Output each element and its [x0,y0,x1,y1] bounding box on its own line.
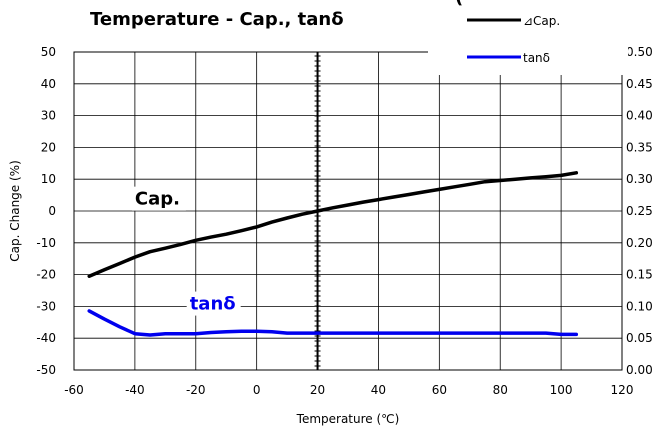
legend: ⊿Cap. tanδ [428,7,628,75]
y-tick-label: -10 [36,236,56,250]
x-tick-label: 100 [550,383,573,397]
y-tick-label: 0 [48,204,56,218]
annotation-background [131,186,186,211]
y-tick-label: -50 [36,363,56,377]
annotation-layer: Cap. tanδ [131,186,241,316]
chart-title-group: Temperature - Cap., tanδ ( [90,0,463,30]
x-tick-label: -20 [186,383,206,397]
y2-tick-label: 0.40 [626,109,653,123]
x-tick-label: -60 [64,383,84,397]
series-line-cap [87,171,579,278]
y2-tick-label: 0.15 [626,268,653,282]
y2-tick-label: 0.20 [626,236,653,250]
y-tick-label: 30 [41,109,56,123]
y-axis-label: Cap. Change (%) [8,160,22,262]
x-tick-label: -40 [125,383,145,397]
x-tick-label: 80 [493,383,508,397]
x-tick-label: 120 [611,383,634,397]
legend-label-tan: tanδ [523,51,550,65]
x-axis-label: Temperature (℃) [296,412,400,426]
y-tick-label: -30 [36,299,56,313]
y-tick-label: 50 [41,45,56,59]
y-tick-label: 10 [41,172,56,186]
x-tick-label: 0 [253,383,261,397]
y2-tick-label: 0.10 [626,299,653,313]
series-line-tan [87,309,579,337]
y2-tick-label: 0.50 [626,45,653,59]
annotation-tan: tanδ [190,294,236,315]
y-tick-label: 20 [41,140,56,154]
series-layer [87,171,579,337]
horizontal-gridlines [74,51,622,371]
y-tick-label: -40 [36,331,56,345]
y2-tick-label: 0.35 [626,140,653,154]
y-tick-label: 40 [41,77,56,91]
chart-title-fragment: ( [455,0,463,8]
y2-tick-label: 0.45 [626,77,653,91]
y2-tick-label: 0.05 [626,331,653,345]
legend-background [428,7,628,75]
annotation-cap: Cap. [135,189,180,210]
y2-tick-label: 0.25 [626,204,653,218]
legend-label-cap: ⊿Cap. [523,14,560,28]
x-axis-ticks: -60 -40 -20 0 20 40 60 80 100 120 [64,383,633,397]
chart-title: Temperature - Cap., tanδ [90,9,344,30]
y2-tick-label: 0.30 [626,172,653,186]
plot-area-border [73,51,623,371]
x-tick-label: 60 [432,383,447,397]
x-tick-label: 40 [371,383,386,397]
y2-tick-label: 0.00 [626,363,653,377]
y-tick-label: -20 [36,268,56,282]
x-tick-label: 20 [310,383,325,397]
right-y-axis-ticks: 0.00 0.05 0.10 0.15 0.20 0.25 0.30 0.35 0.40 0.45… [626,45,653,377]
left-y-axis-ticks: -50 -40 -30 -20 -10 0 10 20 30 40 50 [36,45,56,377]
annotation-background [186,291,241,316]
